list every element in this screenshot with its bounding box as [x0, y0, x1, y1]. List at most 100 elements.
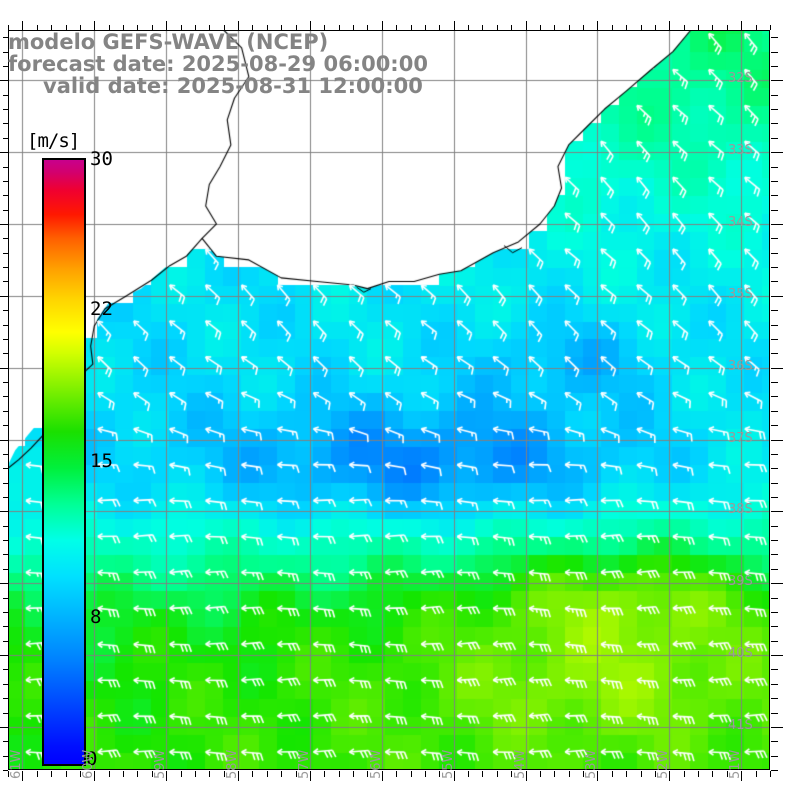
tick-right	[771, 310, 778, 311]
colorbar[interactable]	[42, 158, 86, 766]
tick-top	[310, 21, 311, 30]
tick-bottom	[669, 771, 670, 781]
tick-right	[771, 511, 783, 512]
tick-bottom	[396, 771, 397, 777]
tick-top	[296, 25, 297, 30]
wind-barb-layer	[8, 30, 770, 770]
title-valid-date: valid date: 2025-08-31 12:00:00	[43, 74, 423, 98]
tick-right	[771, 195, 778, 196]
tick-top	[37, 25, 38, 30]
tick-right	[771, 281, 778, 282]
colorbar-tick-0: 0	[86, 748, 98, 770]
tick-bottom	[137, 771, 138, 777]
tick-bottom	[152, 771, 153, 777]
tick-bottom	[569, 771, 570, 777]
tick-right	[771, 167, 778, 168]
tick-top	[612, 25, 613, 30]
tick-top	[195, 25, 196, 30]
tick-left	[3, 267, 8, 268]
tick-bottom	[411, 771, 412, 777]
tick-bottom	[37, 771, 38, 777]
tick-bottom	[554, 771, 555, 777]
tick-left	[3, 756, 8, 757]
tick-top	[353, 25, 354, 30]
tick-left	[3, 612, 8, 613]
tick-right	[771, 698, 778, 699]
tick-right	[771, 368, 783, 369]
tick-bottom	[252, 771, 253, 777]
tick-left	[0, 655, 8, 656]
tick-top	[597, 21, 598, 30]
tick-right	[771, 497, 778, 498]
tick-right	[771, 210, 778, 211]
tick-top	[80, 25, 81, 30]
tick-right	[771, 583, 783, 584]
tick-left	[3, 238, 8, 239]
tick-top	[8, 25, 9, 30]
tick-left	[3, 468, 8, 469]
tick-bottom	[310, 771, 311, 781]
tick-right	[771, 152, 783, 153]
tick-left	[3, 770, 8, 771]
tick-bottom	[166, 771, 167, 781]
tick-bottom	[353, 771, 354, 777]
tick-right	[771, 325, 778, 326]
tick-bottom	[382, 771, 383, 781]
tick-bottom	[195, 771, 196, 777]
tick-bottom	[123, 771, 124, 777]
tick-top	[181, 25, 182, 30]
tick-right	[771, 483, 778, 484]
tick-left	[3, 741, 8, 742]
tick-left	[3, 253, 8, 254]
tick-left	[3, 167, 8, 168]
tick-right	[771, 440, 783, 441]
tick-right	[771, 181, 778, 182]
map-plot-area[interactable]	[8, 30, 770, 770]
tick-right	[771, 138, 778, 139]
tick-right	[771, 224, 783, 225]
tick-left	[0, 368, 8, 369]
tick-bottom	[8, 771, 9, 777]
tick-bottom	[583, 771, 584, 777]
tick-right	[771, 741, 778, 742]
tick-left	[0, 727, 8, 728]
tick-top	[238, 21, 239, 30]
tick-bottom	[684, 771, 685, 777]
tick-bottom	[22, 771, 23, 781]
tick-right	[771, 296, 783, 297]
tick-top	[569, 25, 570, 30]
tick-left	[0, 511, 8, 512]
colorbar-tick-22: 22	[90, 298, 113, 320]
colorbar-tick-15: 15	[90, 450, 113, 472]
tick-bottom	[296, 771, 297, 777]
tick-top	[109, 25, 110, 30]
tick-left	[0, 583, 8, 584]
tick-top	[655, 25, 656, 30]
tick-bottom	[454, 771, 455, 781]
tick-top	[267, 25, 268, 30]
tick-right	[771, 52, 778, 53]
tick-right	[771, 770, 778, 771]
tick-right	[771, 454, 778, 455]
tick-left	[3, 138, 8, 139]
tick-left	[3, 339, 8, 340]
tick-top	[367, 25, 368, 30]
lat-label-33s: 33S	[728, 143, 753, 159]
tick-right	[771, 411, 778, 412]
tick-bottom	[641, 771, 642, 777]
tick-bottom	[439, 771, 440, 777]
lat-label-34s: 34S	[728, 214, 753, 230]
colorbar-tick-30: 30	[90, 148, 113, 170]
tick-top	[482, 25, 483, 30]
colorbar-unit-label: [m/s]	[27, 130, 80, 152]
tick-bottom	[770, 771, 771, 777]
tick-left	[3, 52, 8, 53]
tick-right	[771, 238, 778, 239]
tick-bottom	[224, 771, 225, 777]
tick-top	[396, 25, 397, 30]
tick-left	[3, 123, 8, 124]
tick-bottom	[712, 771, 713, 777]
tick-right	[771, 382, 778, 383]
lat-label-39s: 39S	[728, 574, 753, 590]
